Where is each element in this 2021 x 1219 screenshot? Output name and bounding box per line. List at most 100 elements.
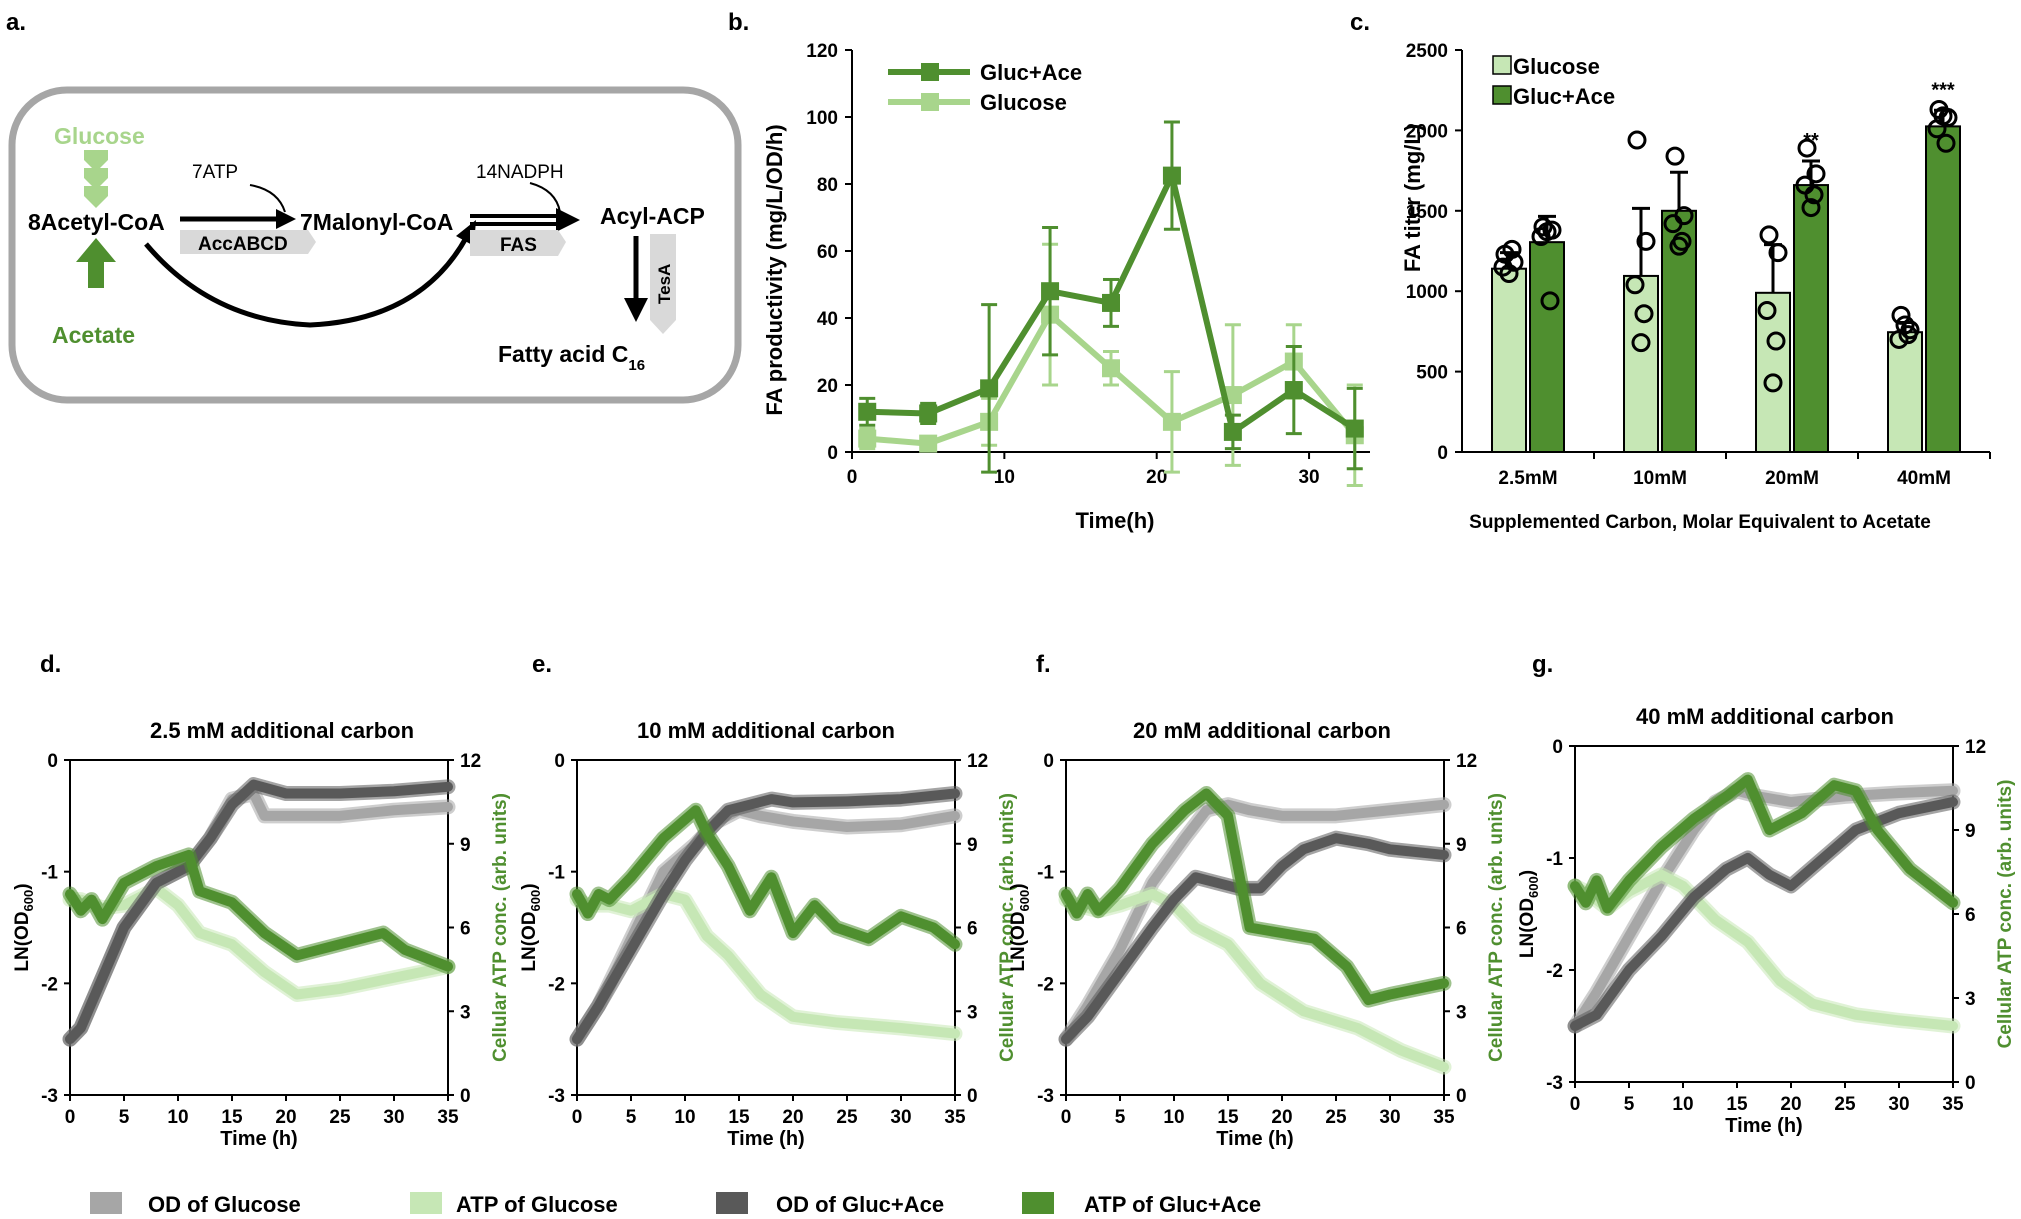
ylabel-text: LN(OD — [1517, 898, 1538, 958]
ylabel-close: ) — [12, 883, 33, 889]
malonyl-coa-label: 7Malonyl-CoA — [300, 209, 453, 235]
series-od-of-gluc-ace — [569, 786, 963, 1047]
left-ytick-label: -2 — [1037, 974, 1054, 995]
acyl-acp-label: Acyl-ACP — [600, 203, 705, 229]
panel-b-ytick-label: 60 — [817, 242, 838, 263]
fas-arrowhead — [556, 208, 580, 232]
panel-c-category-label: 40mM — [1897, 468, 1951, 489]
replicate-point — [1634, 304, 1654, 324]
fatty-acid-label: Fatty acid C16 — [498, 341, 645, 374]
ylabel-subscript: 600 — [21, 890, 36, 912]
right-ytick-label: 3 — [967, 1002, 978, 1023]
right-ytick-label: 9 — [967, 835, 978, 856]
bar-glucose — [1491, 267, 1527, 453]
ylabel-subscript: 600 — [1526, 876, 1541, 898]
series-error-band — [1567, 867, 1961, 1034]
xtick-label: 10 — [1163, 1107, 1184, 1128]
right-ytick-label: 12 — [1456, 751, 1477, 772]
fas-tag — [470, 230, 566, 256]
xtick-label: 35 — [1433, 1107, 1455, 1128]
data-point — [1345, 419, 1364, 438]
panel-g-line-chart: g. 40 mM additional carbon 0 -1 -2 -3 0 3 6 9 12 0 5… — [1517, 651, 2016, 1137]
panel-c-ytick-label: 1500 — [1406, 202, 1448, 223]
right-ytick-label: 3 — [1965, 989, 1976, 1010]
series-error-band — [62, 777, 456, 1047]
replicate-point — [1537, 222, 1557, 242]
left-ytick-label: 0 — [1552, 737, 1563, 758]
xtick-label: 5 — [1115, 1107, 1126, 1128]
panel-c-legend: Glucose Gluc+Ace — [1492, 54, 1615, 109]
replicate-point — [1766, 331, 1786, 351]
atp-label: 7ATP — [192, 162, 238, 183]
right-ytick-label: 0 — [1965, 1073, 1976, 1094]
series-line — [1570, 774, 1958, 914]
xtick-label: 10 — [167, 1107, 188, 1128]
right-ytick-label: 6 — [967, 919, 978, 940]
data-point — [1162, 412, 1181, 431]
ylabel-close: ) — [1008, 883, 1029, 889]
panel-letter-c: c. — [1350, 9, 1370, 36]
series-line — [1570, 797, 1958, 1031]
panel-e-xlabel: Time (h) — [727, 1128, 804, 1150]
right-ytick-label: 9 — [1456, 835, 1467, 856]
accabcd-label: AccABCD — [198, 234, 288, 255]
series-line — [572, 788, 960, 1045]
panel-c-ytick-label: 0 — [1437, 443, 1448, 464]
panel-b-legend: Gluc+Ace Glucose — [888, 60, 1082, 115]
ylabel-close: ) — [1517, 870, 1538, 876]
panel-g-ylabel-right: Cellular ATP conc. (arb. units) — [1995, 780, 2016, 1049]
bar-glucose — [1887, 331, 1923, 454]
series-atp-of-gluc-ace — [569, 802, 963, 952]
significance-stars: *** — [1931, 79, 1955, 101]
data-point — [858, 429, 877, 448]
series-atp-of-gluc-ace — [1058, 786, 1452, 1008]
xtick-label: 5 — [119, 1107, 130, 1128]
xtick-label: 15 — [1726, 1094, 1748, 1115]
panel-d-xlabel: Time (h) — [220, 1128, 297, 1150]
left-ytick-label: -3 — [1037, 1086, 1054, 1107]
panel-c-ytick-label: 2500 — [1406, 41, 1448, 62]
data-point — [1102, 293, 1120, 312]
xtick-label: 30 — [1379, 1107, 1400, 1128]
cell-outline — [8, 86, 742, 404]
replicate-point — [1895, 315, 1915, 335]
right-ytick-label: 12 — [460, 751, 481, 772]
data-point — [1284, 381, 1303, 400]
right-ytick-label: 6 — [460, 919, 471, 940]
legend-swatch-gluc-ace — [1492, 85, 1512, 105]
ylabel-text: LN(OD — [519, 911, 540, 971]
series-line — [65, 849, 453, 972]
replicate-point — [1936, 133, 1956, 153]
bottom-legend-swatch-atp-gluc-ace — [1022, 1192, 1054, 1214]
panel-letter-a: a. — [6, 9, 26, 36]
replicate-point — [1533, 217, 1553, 237]
data-point — [980, 379, 999, 398]
right-ytick-label: 12 — [1965, 737, 1986, 758]
series-atp-of-gluc-ace — [62, 847, 456, 975]
bottom-legend-swatch-od-gluc-ace — [716, 1192, 748, 1214]
right-ytick-label: 0 — [460, 1086, 471, 1107]
panel-g-xlabel: Time (h) — [1725, 1115, 1802, 1137]
left-ytick-label: -3 — [1546, 1073, 1563, 1094]
left-ytick-label: 0 — [554, 751, 565, 772]
acetate-label: Acetate — [52, 322, 135, 348]
left-ytick-label: 0 — [1043, 751, 1054, 772]
panel-f-ylabel-left: LN(OD600) — [1008, 883, 1032, 971]
right-ytick-label: 6 — [1456, 919, 1467, 940]
panel-b-series-gluc-ace — [858, 120, 1364, 474]
right-ytick-label: 6 — [1965, 905, 1976, 926]
panel-c-ytick-label: 2000 — [1406, 121, 1448, 142]
accabcd-tag — [180, 230, 316, 254]
xtick-label: 20 — [275, 1107, 296, 1128]
panel-d-title: 2.5 mM additional carbon — [150, 718, 414, 743]
xtick-label: 25 — [836, 1107, 858, 1128]
left-ytick-label: -2 — [41, 974, 58, 995]
atp-curve — [249, 184, 286, 213]
bar-gluc-ace — [1661, 209, 1697, 453]
panel-f-line-chart: f. 20 mM additional carbon 0 -1 -2 -3 0 3 6 9 12 0 5… — [1008, 651, 1507, 1150]
replicate-point — [1663, 214, 1683, 234]
replicate-point — [1797, 138, 1817, 158]
data-point — [1223, 386, 1242, 405]
left-ytick-label: -2 — [1546, 961, 1563, 982]
